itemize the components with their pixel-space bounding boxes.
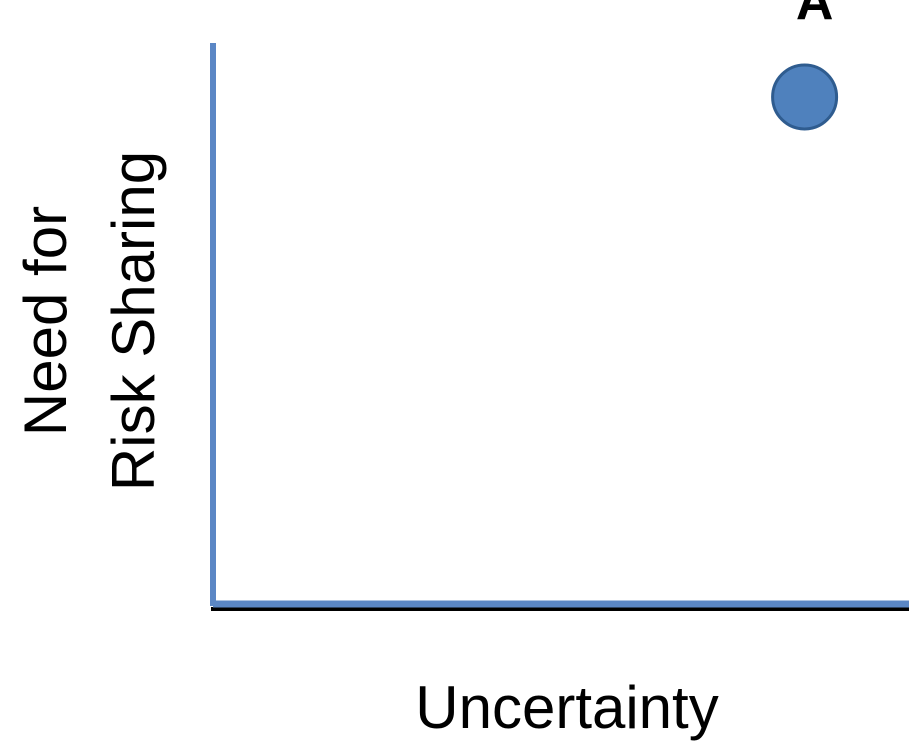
- data-point-a: [771, 63, 839, 131]
- points-layer: A: [771, 0, 839, 131]
- y-axis-title-line-1: Need for: [12, 206, 79, 436]
- data-point-label-a: A: [796, 0, 834, 31]
- y-axis-title-line-2: Risk Sharing: [100, 151, 167, 491]
- axes: [210, 43, 909, 611]
- x-axis-title: Uncertainty: [415, 674, 718, 741]
- y-axis-title: Need for Risk Sharing: [12, 151, 167, 491]
